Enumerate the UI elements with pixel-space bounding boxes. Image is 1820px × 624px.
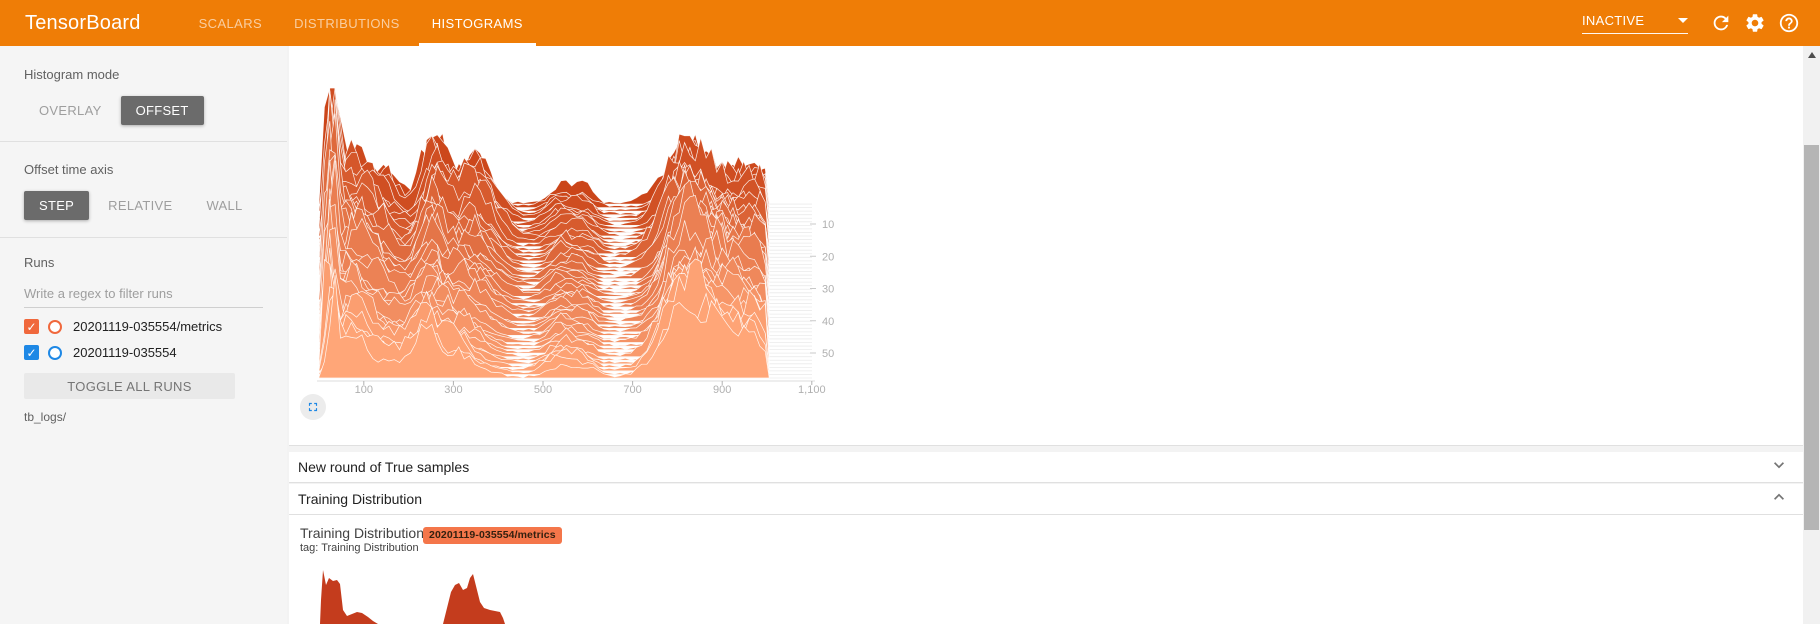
sidebar-divider xyxy=(0,237,287,238)
run-color-circle[interactable] xyxy=(48,319,62,334)
svg-text:700: 700 xyxy=(623,384,641,396)
svg-text:1,100: 1,100 xyxy=(798,384,826,396)
up-triangle-icon xyxy=(1807,51,1816,58)
scrollbar-thumb[interactable] xyxy=(1804,145,1819,530)
offset-axis-wall-button[interactable]: WALL xyxy=(206,198,243,213)
offset-time-axis-label: Offset time axis xyxy=(24,162,114,177)
chevron-down-icon xyxy=(1769,455,1789,480)
svg-text:300: 300 xyxy=(444,384,462,396)
histogram-mode-overlay-button[interactable]: OVERLAY xyxy=(39,103,102,118)
settings-gear-icon[interactable] xyxy=(1743,11,1767,35)
offset-histogram-chart[interactable]: 100 300 500 700 900 1,100 10 20 30 40 50 xyxy=(289,46,889,400)
fullscreen-icon xyxy=(308,402,318,412)
run-row[interactable]: ✓ 20201119-035554/metrics xyxy=(24,319,263,334)
reload-status-dropdown[interactable]: INACTIVE xyxy=(1582,13,1688,34)
run-list: ✓ 20201119-035554/metrics ✓ 20201119-035554 xyxy=(24,319,263,360)
svg-text:900: 900 xyxy=(713,384,731,396)
log-directory-label: tb_logs/ xyxy=(24,410,67,424)
toggle-all-runs-button[interactable]: TOGGLE ALL RUNS xyxy=(24,373,235,399)
tab-histograms[interactable]: HISTOGRAMS xyxy=(418,0,536,46)
chart-title: Training Distribution xyxy=(300,525,424,541)
navbar-spacer xyxy=(539,0,1582,46)
run-color-circle[interactable] xyxy=(48,345,62,360)
offset-axis-step-button[interactable]: STEP xyxy=(24,191,90,220)
histogram-mode-label: Histogram mode xyxy=(24,67,120,82)
refresh-icon[interactable] xyxy=(1709,11,1733,35)
svg-text:20: 20 xyxy=(822,251,834,263)
runs-label: Runs xyxy=(24,255,55,270)
chevron-up-icon xyxy=(1769,487,1789,512)
svg-text:30: 30 xyxy=(822,284,834,296)
section-title: Training Distribution xyxy=(298,491,422,507)
training-distribution-card: Training Distribution tag: Training Dist… xyxy=(289,515,1803,624)
tab-distributions[interactable]: DISTRIBUTIONS xyxy=(294,15,400,31)
run-checkbox[interactable]: ✓ xyxy=(24,345,39,360)
svg-text:500: 500 xyxy=(534,384,552,396)
svg-text:50: 50 xyxy=(822,348,834,360)
runs-filter-input[interactable] xyxy=(24,282,263,308)
top-navbar: TensorBoard SCALARS DISTRIBUTIONS HISTOGRA… xyxy=(0,0,1820,46)
sidebar-divider xyxy=(0,141,287,142)
left-sidebar: Histogram mode OVERLAY OFFSET Offset time… xyxy=(0,46,287,624)
histogram-card: 100 300 500 700 900 1,100 10 20 30 40 50 xyxy=(289,46,1803,446)
section-header-training-distribution[interactable]: Training Distribution xyxy=(289,484,1803,515)
offset-axis-buttons: STEP RELATIVE WALL xyxy=(24,191,263,220)
svg-text:40: 40 xyxy=(822,316,834,328)
run-name: 20201119-035554 xyxy=(73,345,177,360)
navbar-right: INACTIVE xyxy=(1582,0,1806,46)
reload-status-value: INACTIVE xyxy=(1582,12,1645,28)
svg-text:10: 10 xyxy=(822,219,834,231)
chart-tag-label: tag: Training Distribution xyxy=(300,542,419,554)
tensorboard-logo: TensorBoard xyxy=(25,11,141,34)
nav-tabs: SCALARS DISTRIBUTIONS HISTOGRAMS xyxy=(183,0,539,46)
run-checkbox[interactable]: ✓ xyxy=(24,319,39,334)
section-title: New round of True samples xyxy=(298,459,470,475)
run-row[interactable]: ✓ 20201119-035554 xyxy=(24,345,263,360)
scrollbar-up-arrow[interactable] xyxy=(1803,47,1820,62)
run-badge: 20201119-035554/metrics xyxy=(423,527,562,544)
svg-text:100: 100 xyxy=(355,384,373,396)
help-icon[interactable] xyxy=(1777,11,1801,35)
fullscreen-button[interactable] xyxy=(300,394,326,420)
vertical-scrollbar[interactable] xyxy=(1803,46,1820,624)
section-header-new-round-of-true-samples[interactable]: New round of True samples xyxy=(289,452,1803,483)
chevron-down-icon xyxy=(1678,17,1688,23)
offset-axis-relative-button[interactable]: RELATIVE xyxy=(108,198,173,213)
tab-scalars[interactable]: SCALARS xyxy=(198,15,263,31)
run-name: 20201119-035554/metrics xyxy=(73,319,223,334)
training-distribution-chart[interactable] xyxy=(289,556,889,624)
histogram-mode-buttons: OVERLAY OFFSET xyxy=(24,96,263,125)
histogram-mode-offset-button[interactable]: OFFSET xyxy=(120,96,204,125)
